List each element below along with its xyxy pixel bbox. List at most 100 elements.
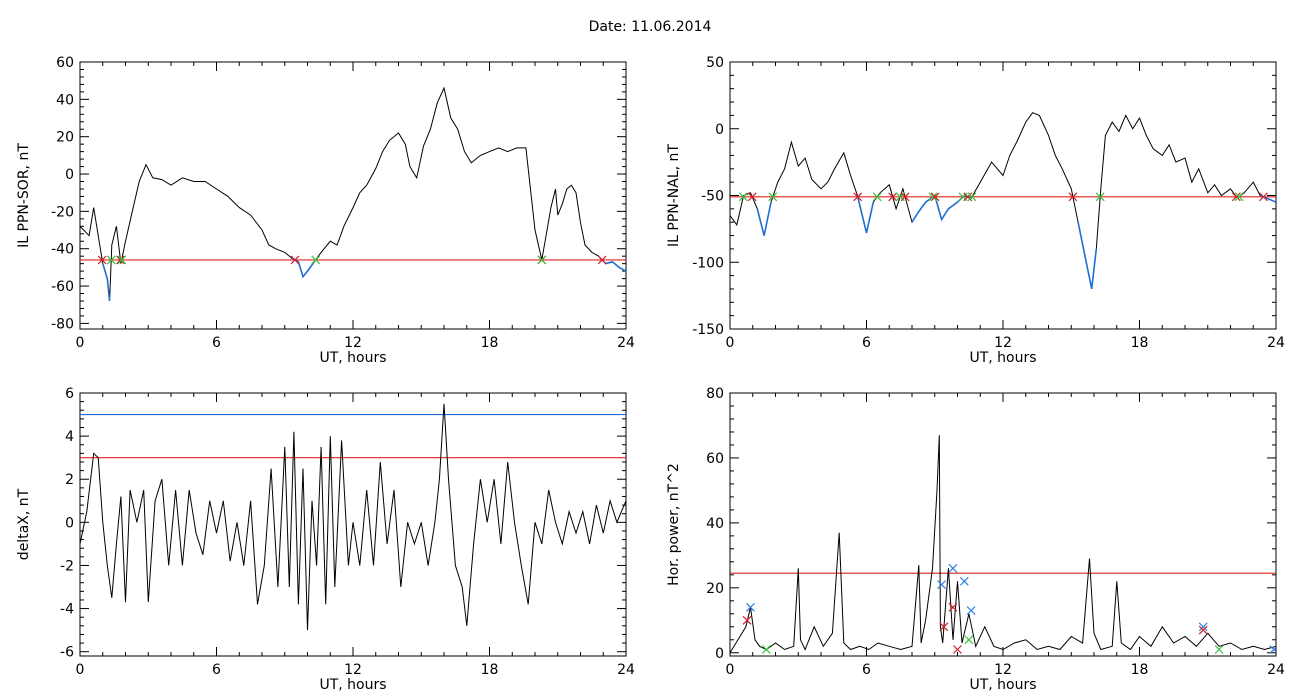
- x-tick-label: 0: [726, 335, 735, 351]
- crossing-marker: [290, 255, 300, 265]
- y-tick-label: 0: [65, 515, 74, 531]
- power-marker: [1214, 645, 1224, 654]
- x-tick-label: 12: [994, 662, 1012, 678]
- series-group: [80, 86, 626, 302]
- x-tick-label: 18: [481, 335, 499, 351]
- y-tick-label: -150: [692, 322, 724, 338]
- y-tick-label: -4: [60, 602, 74, 618]
- below-threshold-segment: [102, 263, 111, 302]
- power-marker: [948, 602, 958, 612]
- panel-4: 0 6 12 18 24 0 20 40 60 80 UT, hours Hor. power, nT…: [666, 386, 1285, 693]
- y-tick-label: -40: [51, 242, 74, 258]
- y-tick-label: 2: [65, 472, 74, 488]
- crossing-marker: [1234, 192, 1244, 202]
- y-tick-label: -50: [701, 189, 724, 205]
- crossing-marker: [117, 255, 127, 265]
- y-axis-label: IL PPN-NAL, nT: [666, 144, 682, 247]
- crossing-marker: [1068, 192, 1078, 202]
- crossing-marker: [116, 255, 125, 265]
- y-tick-label: 40: [706, 516, 724, 532]
- y-axis-label: deltaX, nT: [16, 488, 32, 560]
- y-tick-label: -20: [51, 204, 74, 220]
- crossing-marker: [872, 192, 882, 202]
- x-tick-label: 6: [862, 662, 871, 678]
- crossing-marker: [963, 192, 973, 202]
- y-tick-label: 60: [56, 55, 74, 71]
- y-tick-label: 80: [706, 386, 724, 402]
- x-tick-label: 12: [344, 335, 362, 351]
- x-tick-label: 6: [212, 662, 221, 678]
- power-marker: [1269, 645, 1276, 654]
- y-tick-label: -80: [51, 316, 74, 332]
- y-tick-label: 4: [65, 429, 74, 445]
- crossing-marker: [1095, 192, 1105, 202]
- below-threshold-segment: [756, 202, 772, 236]
- power-marker: [761, 645, 771, 654]
- x-axis-label: UT, hours: [969, 677, 1036, 693]
- x-tick-label: 0: [76, 662, 85, 678]
- below-threshold-segment: [291, 257, 315, 279]
- power-marker: [953, 645, 962, 654]
- y-tick-label: 50: [706, 55, 724, 71]
- x-tick-label: 18: [1131, 335, 1149, 351]
- y-tick-label: -6: [60, 645, 74, 661]
- crossing-marker: [537, 255, 547, 265]
- crossing-marker: [311, 255, 321, 265]
- series-line: [80, 86, 626, 302]
- x-tick-label: 0: [726, 662, 735, 678]
- below-threshold-segment: [605, 260, 626, 272]
- power-marker: [939, 622, 949, 632]
- x-axis-label: UT, hours: [969, 350, 1036, 366]
- x-tick-label: 24: [617, 662, 635, 678]
- x-tick-label: 24: [617, 335, 635, 351]
- below-threshold-segment: [911, 194, 972, 223]
- x-axis-label: UT, hours: [319, 677, 386, 693]
- series-group: [80, 403, 626, 631]
- crossing-marker: [1231, 192, 1241, 202]
- y-tick-label: 40: [56, 92, 74, 108]
- y-axis-label: IL PPN-SOR, nT: [16, 143, 32, 248]
- power-marker: [937, 580, 946, 589]
- power-marker: [966, 606, 976, 615]
- x-tick-label: 6: [862, 335, 871, 351]
- power-marker: [948, 563, 958, 573]
- x-axis-label: UT, hours: [319, 350, 386, 366]
- y-tick-label: -60: [51, 279, 74, 295]
- crossing-marker: [1259, 192, 1268, 202]
- x-tick-label: 0: [76, 335, 85, 351]
- series-group: [730, 112, 1276, 290]
- power-marker: [1198, 622, 1208, 632]
- series-line: [730, 112, 1276, 290]
- plot-frame: [729, 392, 1277, 657]
- power-marker: [1198, 625, 1208, 635]
- series-group: [730, 435, 1276, 654]
- x-tick-label: 12: [344, 662, 362, 678]
- x-tick-label: 18: [481, 662, 499, 678]
- panel-2: 0 6 12 18 24 -150 -100 -50 0 50 UT, hours IL PPN-NA…: [666, 55, 1285, 366]
- x-tick-label: 24: [1267, 335, 1285, 351]
- crossing-marker: [747, 192, 757, 202]
- plot-frame: [79, 61, 627, 330]
- below-threshold-segment: [856, 195, 875, 234]
- crossing-marker: [97, 255, 107, 265]
- power-marker: [959, 576, 969, 586]
- crossing-marker: [597, 255, 607, 265]
- y-tick-label: 20: [56, 130, 74, 146]
- y-tick-label: 20: [706, 581, 724, 597]
- series-line: [730, 435, 1276, 654]
- crossing-marker: [967, 192, 977, 202]
- y-tick-label: 6: [65, 386, 74, 402]
- x-tick-label: 18: [1131, 662, 1149, 678]
- y-tick-label: 0: [65, 167, 74, 183]
- x-tick-label: 12: [994, 335, 1012, 351]
- crossing-marker: [928, 192, 938, 202]
- y-tick-label: 60: [706, 451, 724, 467]
- plot-frame: [729, 61, 1277, 330]
- crossing-marker: [888, 192, 898, 202]
- y-tick-label: -2: [60, 558, 74, 574]
- y-tick-label: 0: [715, 122, 724, 138]
- crossing-marker: [930, 192, 940, 202]
- crossing-marker: [106, 255, 116, 265]
